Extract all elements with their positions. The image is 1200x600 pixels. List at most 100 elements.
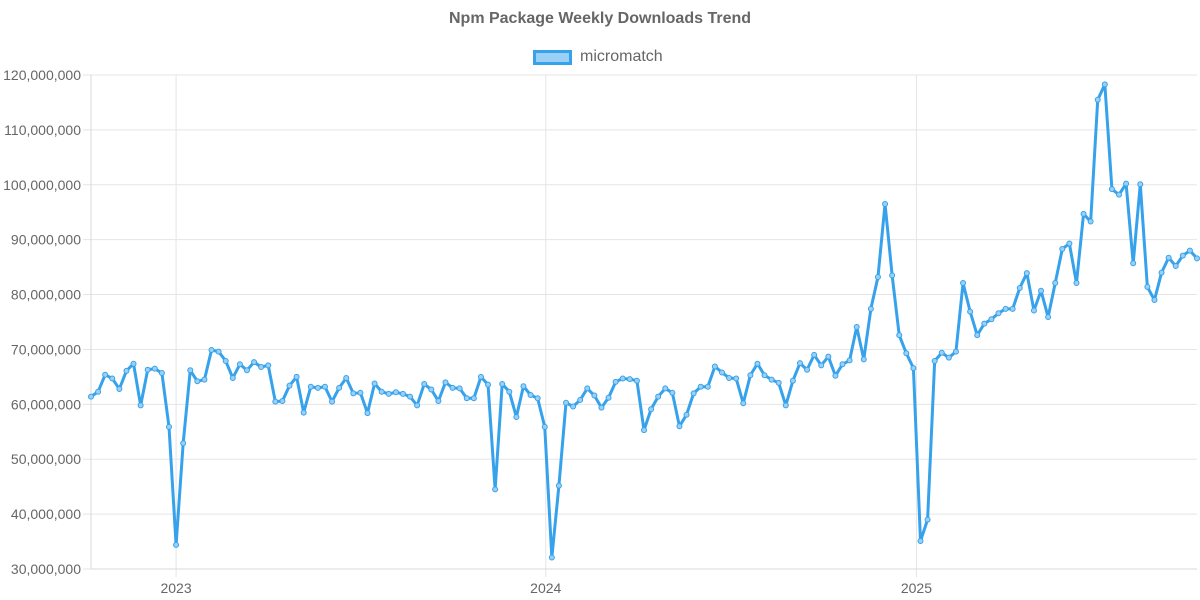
data-point[interactable] (463, 395, 470, 402)
data-point[interactable] (860, 356, 867, 363)
data-point[interactable] (300, 409, 307, 416)
data-point[interactable] (796, 360, 803, 367)
data-point[interactable] (726, 374, 733, 381)
data-point[interactable] (201, 376, 208, 383)
data-point[interactable] (130, 360, 137, 367)
data-point[interactable] (485, 381, 492, 388)
data-point[interactable] (470, 395, 477, 402)
data-point[interactable] (690, 390, 697, 397)
data-point[interactable] (243, 367, 250, 374)
data-point[interactable] (910, 365, 917, 372)
data-point[interactable] (492, 486, 499, 493)
data-point[interactable] (605, 394, 612, 401)
data-point[interactable] (1194, 255, 1200, 262)
data-point[interactable] (938, 349, 945, 356)
data-point[interactable] (974, 332, 981, 339)
data-point[interactable] (889, 272, 896, 279)
data-point[interactable] (350, 390, 357, 397)
data-point[interactable] (818, 362, 825, 369)
data-point[interactable] (662, 385, 669, 392)
data-point[interactable] (151, 365, 158, 372)
data-point[interactable] (591, 392, 598, 399)
data-point[interactable] (1172, 263, 1179, 270)
data-point[interactable] (378, 388, 385, 395)
data-point[interactable] (626, 376, 633, 383)
data-point[interactable] (981, 320, 988, 327)
data-point[interactable] (648, 406, 655, 413)
data-point[interactable] (102, 371, 109, 378)
data-point[interactable] (733, 375, 740, 382)
data-point[interactable] (137, 402, 144, 409)
legend-swatch-micromatch[interactable] (533, 49, 572, 65)
data-point[interactable] (825, 353, 832, 360)
data-point[interactable] (364, 410, 371, 417)
data-point[interactable] (279, 398, 286, 405)
data-point[interactable] (208, 346, 215, 353)
data-point[interactable] (584, 385, 591, 392)
data-point[interactable] (704, 383, 711, 390)
data-point[interactable] (697, 383, 704, 390)
data-point[interactable] (165, 423, 172, 430)
data-point[interactable] (1186, 247, 1193, 254)
data-point[interactable] (499, 381, 506, 388)
data-point[interactable] (718, 369, 725, 376)
data-point[interactable] (392, 389, 399, 396)
data-point[interactable] (967, 308, 974, 315)
data-point[interactable] (1038, 287, 1045, 294)
data-point[interactable] (477, 373, 484, 380)
data-point[interactable] (960, 280, 967, 287)
data-point[interactable] (194, 378, 201, 385)
data-point[interactable] (619, 375, 626, 382)
data-point[interactable] (1165, 254, 1172, 261)
data-point[interactable] (307, 383, 314, 390)
data-point[interactable] (336, 384, 343, 391)
data-point[interactable] (655, 393, 662, 400)
data-point[interactable] (123, 367, 130, 374)
data-point[interactable] (1116, 191, 1123, 198)
data-point[interactable] (1101, 81, 1108, 88)
data-point[interactable] (804, 366, 811, 373)
chart-legend[interactable]: micromatch (533, 47, 663, 67)
data-point[interactable] (173, 541, 180, 548)
data-point[interactable] (534, 395, 541, 402)
data-point[interactable] (896, 332, 903, 339)
data-point[interactable] (1066, 240, 1073, 247)
data-point[interactable] (428, 386, 435, 393)
data-point[interactable] (1052, 280, 1059, 287)
data-point[interactable] (1073, 280, 1080, 287)
data-point[interactable] (633, 377, 640, 384)
data-point[interactable] (669, 389, 676, 396)
data-point[interactable] (1151, 297, 1158, 304)
data-point[interactable] (747, 372, 754, 379)
data-point[interactable] (321, 383, 328, 390)
data-point[interactable] (548, 554, 555, 561)
data-point[interactable] (775, 379, 782, 386)
data-point[interactable] (215, 348, 222, 355)
data-point[interactable] (612, 378, 619, 385)
data-point[interactable] (1158, 269, 1165, 276)
data-point[interactable] (399, 390, 406, 397)
data-point[interactable] (421, 381, 428, 388)
data-point[interactable] (456, 385, 463, 392)
data-point[interactable] (357, 389, 364, 396)
data-point[interactable] (95, 388, 102, 395)
data-point[interactable] (839, 361, 846, 368)
data-point[interactable] (109, 375, 116, 382)
data-point[interactable] (265, 362, 272, 369)
data-point[interactable] (988, 316, 995, 323)
data-point[interactable] (676, 423, 683, 430)
data-point[interactable] (711, 363, 718, 370)
data-point[interactable] (520, 383, 527, 390)
data-point[interactable] (293, 373, 300, 380)
data-point[interactable] (1030, 307, 1037, 314)
data-point[interactable] (853, 323, 860, 330)
data-point[interactable] (577, 396, 584, 403)
data-point[interactable] (1094, 96, 1101, 103)
data-point[interactable] (1059, 246, 1066, 252)
data-point[interactable] (449, 384, 456, 391)
data-point[interactable] (272, 398, 279, 405)
data-point[interactable] (683, 411, 690, 418)
data-point[interactable] (407, 393, 414, 400)
data-point[interactable] (1144, 283, 1151, 290)
data-point[interactable] (1016, 284, 1023, 291)
